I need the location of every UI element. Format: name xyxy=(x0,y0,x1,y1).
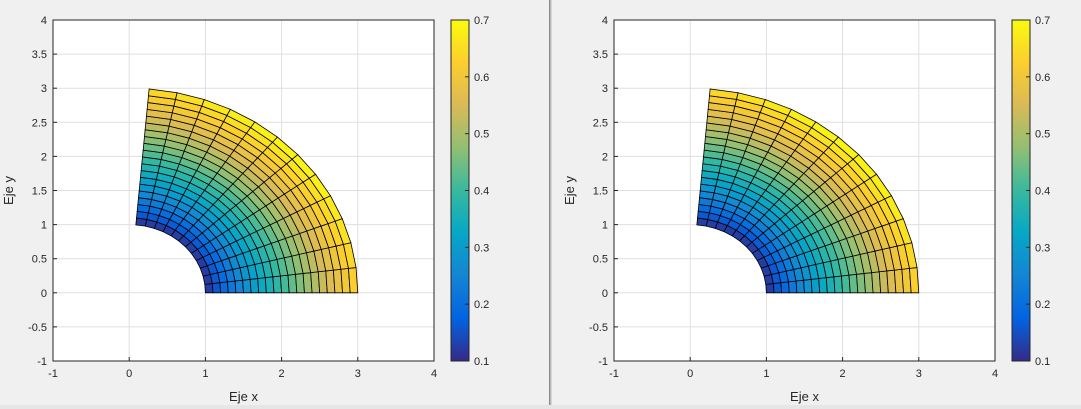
y-tick-label: 1 xyxy=(41,220,47,232)
figure-window-right: -1 0 1 2 3 4 -1 -0.5 0 0.5 1 1.5 2 2.5 3 3.5 4 Eje x Eje y… xyxy=(552,0,1081,409)
mesh-cell xyxy=(348,267,359,294)
mesh-cell xyxy=(234,279,244,294)
colorbar-tick-label: 0.6 xyxy=(474,72,489,84)
x-tick-label: -1 xyxy=(609,368,619,380)
mesh-cell xyxy=(211,282,222,294)
mesh-cell xyxy=(803,278,813,294)
y-tick-label: 0.5 xyxy=(32,254,47,266)
colorbar-tick-label: 0.2 xyxy=(1035,299,1050,311)
y-tick-label: 2.5 xyxy=(593,117,608,129)
mesh-cell xyxy=(249,278,260,294)
x-tick-label: -1 xyxy=(48,368,58,380)
mesh-cell xyxy=(810,278,821,294)
colorbar-tick-label: 0.2 xyxy=(474,299,489,311)
x-tick-label: 1 xyxy=(202,368,208,380)
colorbar-tick-label: 0.3 xyxy=(474,242,489,254)
y-tick-label: 2 xyxy=(41,151,47,163)
mesh-plot-left: -1 0 1 2 3 4 -1 -0.5 0 0.5 1 1.5 2 2.5 3 3.5 4 Eje x Eje y… xyxy=(1,15,489,404)
window-divider[interactable] xyxy=(549,0,552,409)
y-tick-label: 2 xyxy=(602,151,608,163)
x-tick-label: 2 xyxy=(840,368,846,380)
colorbar-tick-label: 0.7 xyxy=(474,15,489,27)
mesh-cell xyxy=(709,88,739,100)
y-tick-label: 4 xyxy=(41,15,47,27)
mesh-cell xyxy=(772,282,783,294)
colorbar-tick-label: 0.4 xyxy=(474,186,489,198)
mesh-cell xyxy=(765,283,775,294)
y-tick-label: -0.5 xyxy=(28,322,47,334)
y-tick-label: 1 xyxy=(602,220,608,232)
mesh-cell xyxy=(148,88,178,100)
x-axis-label: Eje x xyxy=(229,389,258,404)
colorbar-tick-label: 0.7 xyxy=(1035,15,1050,27)
mesh-cell xyxy=(227,280,237,294)
y-tick-label: 0 xyxy=(602,288,608,300)
colorbar-tick-label: 0.5 xyxy=(1035,129,1050,141)
colorbar-tick-label: 0.3 xyxy=(1035,242,1050,254)
mesh-cell xyxy=(780,281,790,294)
y-tick-label: 0.5 xyxy=(593,254,608,266)
colorbar-tick-label: 0.1 xyxy=(1035,356,1050,368)
y-tick-label: -0.5 xyxy=(589,322,608,334)
colorbar-tick-label: 0.5 xyxy=(474,129,489,141)
y-tick-label: -1 xyxy=(37,356,47,368)
y-tick-label: 3.5 xyxy=(32,49,47,61)
y-tick-label: 0 xyxy=(41,288,47,300)
x-tick-label: 4 xyxy=(431,368,437,380)
x-tick-label: 4 xyxy=(992,368,998,380)
mesh-cell xyxy=(909,267,920,294)
y-tick-label: 3 xyxy=(41,83,47,95)
figure-window-left: -1 0 1 2 3 4 -1 -0.5 0 0.5 1 1.5 2 2.5 3 3.5 4 Eje x Eje y… xyxy=(1,15,490,404)
y-tick-label: 4 xyxy=(602,15,608,27)
y-tick-label: -1 xyxy=(598,356,608,368)
y-tick-label: 2.5 xyxy=(32,117,47,129)
mesh-surface xyxy=(135,88,359,294)
x-tick-label: 3 xyxy=(355,368,361,380)
status-bar xyxy=(0,405,1081,409)
mesh-cell xyxy=(204,283,214,294)
x-tick-label: 0 xyxy=(126,368,132,380)
y-tick-label: 1.5 xyxy=(32,186,47,198)
y-axis-label: Eje y xyxy=(562,176,577,205)
y-tick-label: 1.5 xyxy=(593,186,608,198)
x-tick-label: 3 xyxy=(916,368,922,380)
mesh-cell xyxy=(219,281,229,294)
mesh-cell xyxy=(788,280,798,294)
mesh-surface xyxy=(696,88,920,294)
y-axis-label: Eje y xyxy=(1,176,16,205)
y-tick-label: 3.5 xyxy=(593,49,608,61)
x-tick-label: 0 xyxy=(687,368,693,380)
x-tick-label: 2 xyxy=(279,368,285,380)
x-tick-label: 1 xyxy=(763,368,769,380)
y-tick-label: 3 xyxy=(602,83,608,95)
colorbar-tick-label: 0.1 xyxy=(474,356,489,368)
mesh-plot-right: -1 0 1 2 3 4 -1 -0.5 0 0.5 1 1.5 2 2.5 3 3.5 4 Eje x Eje y… xyxy=(562,15,1050,404)
mesh-cell xyxy=(242,278,252,294)
x-axis-label: Eje x xyxy=(790,389,819,404)
colorbar-tick-label: 0.6 xyxy=(1035,72,1050,84)
mesh-cell xyxy=(795,279,805,294)
colorbar-tick-label: 0.4 xyxy=(1035,186,1050,198)
